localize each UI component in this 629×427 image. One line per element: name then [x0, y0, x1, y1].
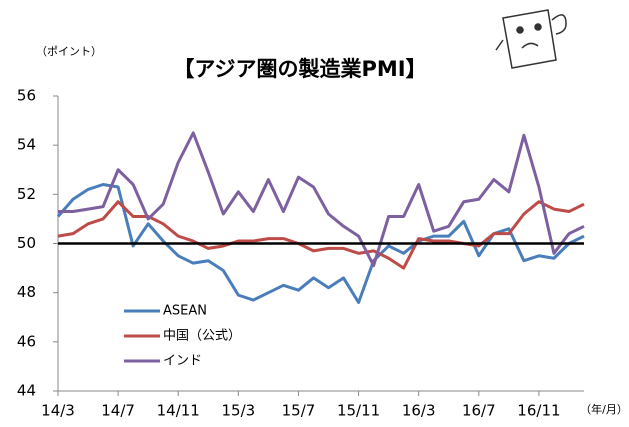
y-tick-label: 56: [17, 87, 36, 105]
legend-label: インド: [163, 354, 202, 369]
legend-label: 中国（公式）: [163, 329, 241, 344]
x-tick-label: 16/3: [402, 402, 436, 420]
x-tick-label: 15/3: [221, 402, 255, 420]
y-tick-label: 54: [17, 136, 36, 154]
x-tick-label: 14/3: [41, 402, 75, 420]
x-tick-label: 16/7: [462, 402, 496, 420]
y-tick-label: 46: [17, 332, 36, 350]
y-tick-label: 44: [17, 382, 36, 400]
chart: （ポイント） 【アジア圏の製造業PMI】 （年/月） 44 46 48 50 52 54 5…: [0, 0, 629, 427]
series-line: [58, 202, 584, 268]
mascot-icon: [496, 10, 566, 68]
x-tick-label: 15/7: [282, 402, 316, 420]
page: {"chart_data": {"type": "line", "title":…: [0, 0, 629, 427]
x-tick-label: 14/11: [157, 402, 200, 420]
y-tick-label: 48: [17, 283, 36, 301]
x-unit: （年/月）: [580, 402, 628, 416]
x-tick-label: 16/11: [517, 402, 560, 420]
x-tick-label: 15/11: [337, 402, 380, 420]
y-tick-label: 50: [17, 234, 36, 252]
series-line: [58, 133, 584, 266]
legend-label: ASEAN: [163, 304, 207, 319]
y-unit: （ポイント）: [36, 45, 102, 58]
y-tick-label: 52: [17, 185, 36, 203]
x-tick-label: 14/7: [101, 402, 135, 420]
chart-title: 【アジア圏の製造業PMI】: [173, 57, 426, 81]
